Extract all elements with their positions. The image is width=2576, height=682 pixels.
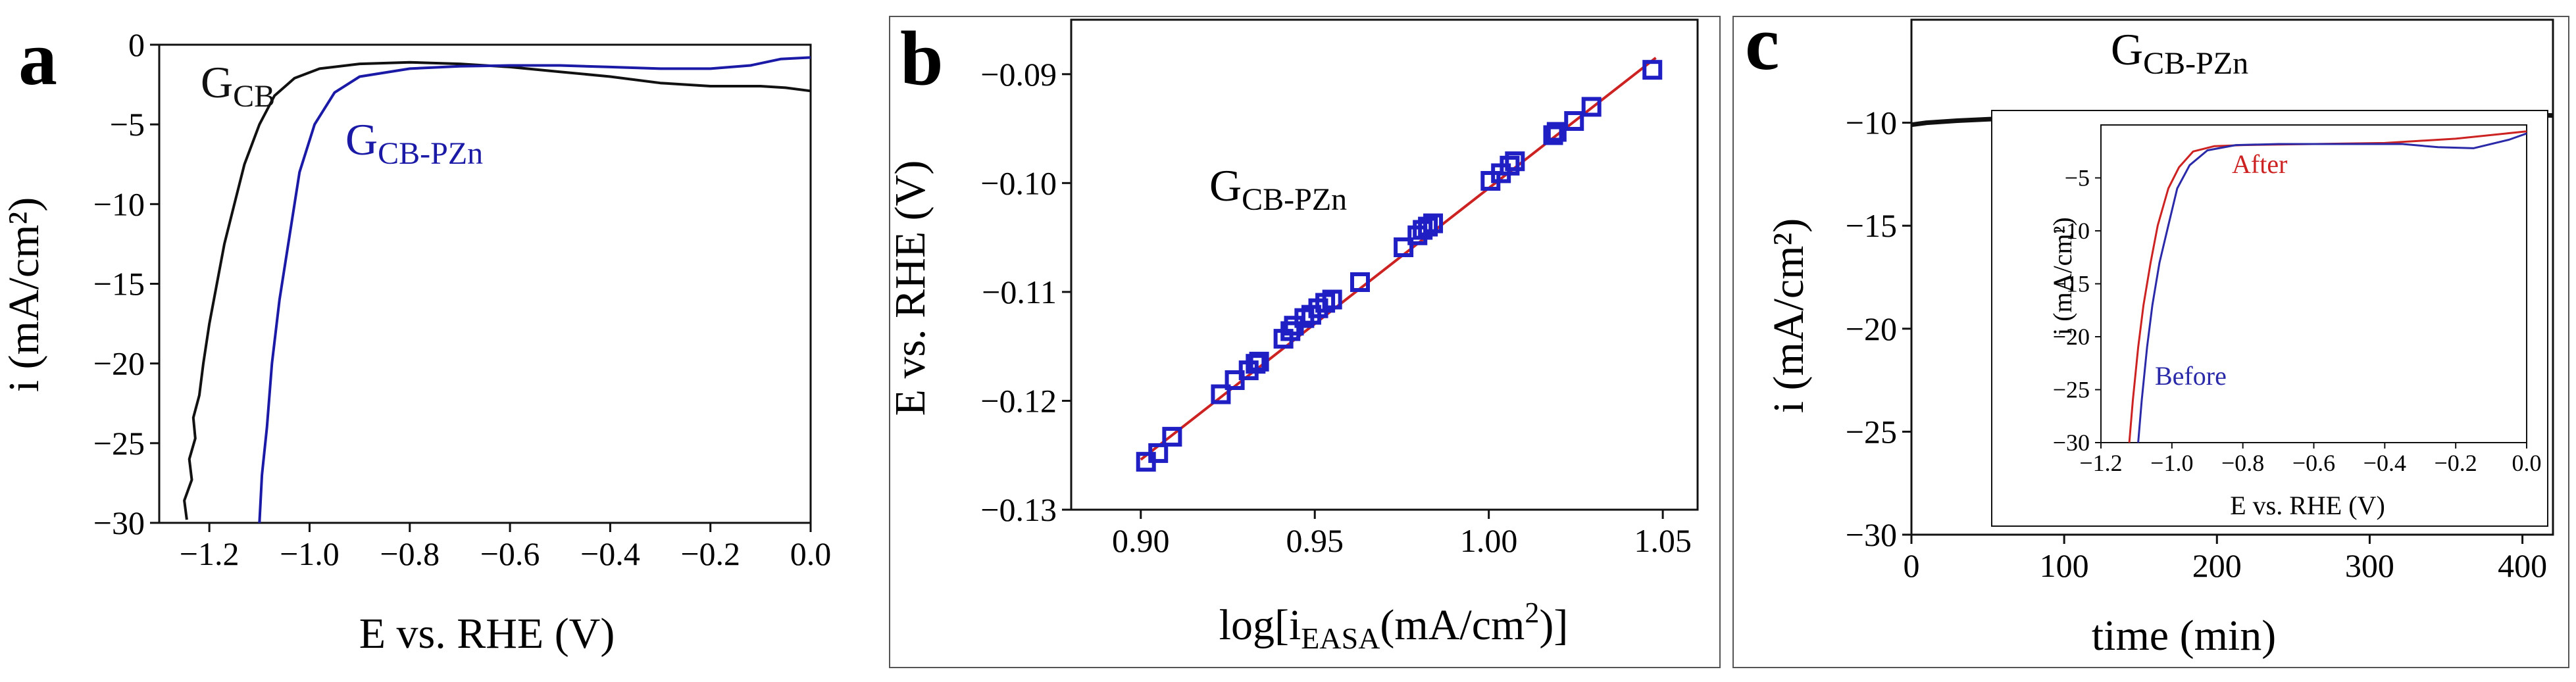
panel-c-inset: −1.2 −1.0 −0.8 −0.6 −0.4 −0.2 0.0 −5 −10 −15 −20 −2… bbox=[1991, 110, 2548, 527]
inset-ylabel: i (mA/cm²) bbox=[2048, 217, 2077, 335]
tafel-data-point bbox=[1162, 427, 1182, 447]
panel-b-xtick-label: 1.00 bbox=[1460, 522, 1518, 559]
panel-c-xtick-label: 300 bbox=[2345, 547, 2394, 584]
panel-b: b 0.90 0.95 1.00 1.05 −0.09 −0.10 −0.11 −0.12 −0… bbox=[886, 15, 1721, 668]
panel-a-xtick-label: −0.4 bbox=[580, 535, 640, 572]
inset-ytick-label: −5 bbox=[2065, 165, 2090, 191]
tafel-data-point bbox=[1581, 97, 1602, 117]
panel-a-ytick-label: −25 bbox=[93, 425, 145, 462]
panel-c: c 0 100 200 300 400 −10 −15 −20 −25 −30 GCB-PZn t… bbox=[1732, 0, 2569, 668]
panel-a-xtick-label: −1.0 bbox=[280, 535, 340, 572]
tafel-fit-line bbox=[1140, 57, 1657, 461]
panel-b-xtick-label: 0.95 bbox=[1286, 522, 1344, 559]
tafel-data-point bbox=[1394, 237, 1414, 258]
inset-ytick-label: −20 bbox=[2053, 324, 2090, 350]
inset-xlabel: E vs. RHE (V) bbox=[2230, 491, 2385, 520]
panel-b-xtick-label: 1.05 bbox=[1634, 522, 1692, 559]
tafel-data-point bbox=[1564, 110, 1584, 131]
tafel-data-point bbox=[1546, 122, 1567, 142]
panel-a-axes-box bbox=[158, 43, 812, 524]
gcb-label: GCB bbox=[201, 57, 275, 114]
tafel-data-point bbox=[1642, 60, 1663, 80]
panel-c-ylabel: i (mA/cm²) bbox=[1765, 218, 1813, 414]
tafel-data-point bbox=[1280, 321, 1301, 341]
inset-xtick-label: −0.4 bbox=[2363, 450, 2406, 476]
gcb-pzn-label: GCB-PZn bbox=[345, 114, 483, 171]
panel-b-xlabel: log[iEASA(mA/cm2)] bbox=[1219, 597, 1569, 655]
panel-a: a −1.2 −1.0 −0.8 −0.6 −0.4 −0.2 0.0 0 −5 −10 −15 −2… bbox=[0, 15, 831, 658]
panel-b-ytick-label: −0.09 bbox=[980, 56, 1057, 93]
inset-after-label: After bbox=[2232, 149, 2287, 179]
inset-xtick-label: −0.2 bbox=[2435, 450, 2477, 476]
panel-a-ytick-label: −15 bbox=[93, 266, 145, 303]
tafel-data-point bbox=[1211, 384, 1231, 404]
gcb-curve bbox=[183, 61, 811, 520]
panel-b-ytick-label: −0.11 bbox=[982, 274, 1057, 310]
panel-b-axes-box bbox=[1070, 18, 1699, 511]
panel-c-ytick-label: −20 bbox=[1846, 310, 1897, 347]
panel-c-ytick-label: −25 bbox=[1846, 413, 1897, 450]
inset-xtick-label: 0.0 bbox=[2512, 450, 2542, 476]
inset-ytick-label: −10 bbox=[2053, 218, 2090, 244]
panel-c-ytick-label: −15 bbox=[1846, 207, 1897, 244]
panel-c-xlabel: time (min) bbox=[2092, 612, 2276, 660]
panel-b-xtick-label: 0.90 bbox=[1112, 522, 1170, 559]
panel-b-ytick-label: −0.12 bbox=[980, 382, 1057, 419]
tafel-data-point bbox=[1423, 213, 1444, 233]
panel-c-xtick-label: 400 bbox=[2498, 547, 2547, 584]
panel-a-xlabel: E vs. RHE (V) bbox=[359, 610, 615, 658]
panel-a-ytick-label: −30 bbox=[93, 504, 145, 541]
inset-xtick-label: −1.0 bbox=[2150, 450, 2193, 476]
panel-a-ytick-label: −5 bbox=[110, 106, 145, 143]
tafel-data-point bbox=[1500, 155, 1520, 176]
inset-ytick-label: −25 bbox=[2053, 377, 2090, 403]
panel-a-ytick-label: 0 bbox=[128, 26, 145, 63]
panel-b-title: GCB-PZn bbox=[1209, 160, 1347, 217]
tafel-data-point bbox=[1350, 272, 1370, 292]
inset-xtick-label: −0.8 bbox=[2221, 450, 2264, 476]
inset-ytick-label: −30 bbox=[2053, 429, 2090, 456]
tafel-data-point bbox=[1148, 443, 1169, 463]
panel-a-ylabel: i (mA/cm²) bbox=[0, 197, 48, 393]
panel-b-frame bbox=[889, 16, 1721, 668]
tafel-data-point bbox=[1505, 151, 1525, 172]
panel-b-letter: b bbox=[900, 15, 944, 101]
inset-before-curve bbox=[2137, 132, 2527, 443]
tafel-data-point bbox=[1418, 216, 1438, 237]
panel-c-axes-box bbox=[1910, 18, 2554, 536]
inset-ytick-label: −15 bbox=[2053, 271, 2090, 297]
panel-c-xtick-label: 100 bbox=[2040, 547, 2089, 584]
tafel-data-point bbox=[1249, 351, 1269, 372]
panel-c-xtick-label: 200 bbox=[2192, 547, 2242, 584]
panel-a-letter: a bbox=[18, 15, 57, 101]
panel-b-ylabel: E vs. RHE (V) bbox=[886, 160, 934, 416]
panel-c-ytick-label: −10 bbox=[1846, 105, 1897, 141]
inset-xtick-label: −0.6 bbox=[2292, 450, 2335, 476]
panel-c-ytick-label: −30 bbox=[1846, 516, 1897, 553]
panel-a-xtick-label: −0.8 bbox=[380, 535, 440, 572]
gcb-pzn-curve bbox=[258, 56, 811, 524]
inset-before-label: Before bbox=[2155, 361, 2227, 391]
panel-a-xtick-label: −0.2 bbox=[680, 535, 740, 572]
panel-c-title: GCB-PZn bbox=[2111, 24, 2248, 81]
panel-c-letter: c bbox=[1745, 0, 1779, 86]
inset-xtick-label: −1.2 bbox=[2079, 450, 2122, 476]
panel-c-xtick-label: 0 bbox=[1904, 547, 1920, 584]
panel-c-plot: 0 100 200 300 400 −10 −15 −20 −25 −30 bbox=[1846, 18, 2554, 584]
panel-a-ytick-label: −20 bbox=[93, 345, 145, 382]
tafel-data-point bbox=[1322, 289, 1342, 310]
panel-b-plot: 0.90 0.95 1.00 1.05 −0.09 −0.10 −0.11 −0.12 −0.1… bbox=[980, 18, 1699, 559]
panel-a-xtick-label: 0.0 bbox=[790, 535, 832, 572]
tafel-data-point bbox=[1543, 125, 1563, 145]
panel-a-xtick-label: −1.2 bbox=[180, 535, 240, 572]
tafel-data-point bbox=[1246, 354, 1266, 374]
panel-a-ytick-label: −10 bbox=[93, 185, 145, 222]
panel-c-frame bbox=[1732, 16, 2569, 668]
panel-b-ytick-label: −0.10 bbox=[980, 164, 1057, 201]
inset-frame bbox=[1991, 110, 2548, 527]
panel-a-plot: −1.2 −1.0 −0.8 −0.6 −0.4 −0.2 0.0 0 −5 −10 −15 −20 −… bbox=[93, 26, 831, 572]
panel-a-xtick-label: −0.6 bbox=[480, 535, 540, 572]
panel-b-ytick-label: −0.13 bbox=[980, 491, 1057, 528]
